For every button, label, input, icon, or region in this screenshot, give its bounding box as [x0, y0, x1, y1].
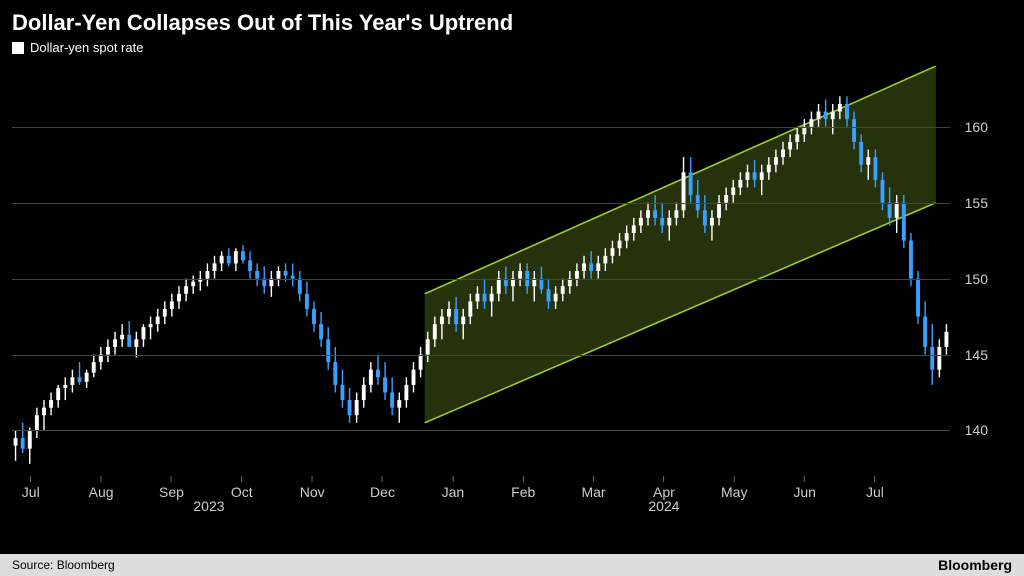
chart-title: Dollar-Yen Collapses Out of This Year's …: [0, 0, 1024, 40]
legend: Dollar-yen spot rate: [0, 40, 1024, 61]
legend-label: Dollar-yen spot rate: [30, 40, 143, 55]
y-tick-label: 140: [965, 422, 988, 438]
x-year-label: 2024: [648, 498, 679, 514]
brand-label: Bloomberg: [938, 557, 1012, 573]
x-year-label: 2023: [193, 498, 224, 514]
source-label: Source: Bloomberg: [12, 558, 115, 572]
y-tick-label: 155: [965, 195, 988, 211]
x-tick-label: Oct: [231, 476, 253, 500]
x-tick-label: Jul: [22, 476, 40, 500]
y-tick-label: 145: [965, 347, 988, 363]
gridline: [12, 430, 950, 431]
footer-bar: Source: Bloomberg Bloomberg: [0, 554, 1024, 576]
x-tick-label: Mar: [581, 476, 605, 500]
gridline: [12, 203, 950, 204]
x-tick-label: May: [721, 476, 747, 500]
x-tick-label: Jun: [793, 476, 816, 500]
x-tick-label: Feb: [511, 476, 535, 500]
x-tick-label: Apr: [653, 476, 675, 500]
x-tick-label: Sep: [159, 476, 184, 500]
x-axis: Jul Aug Sep Oct Nov Dec Jan Feb Mar Apr May Jun Jul 2…: [12, 476, 950, 518]
trend-channel: [425, 66, 936, 423]
y-tick-label: 150: [965, 271, 988, 287]
gridline: [12, 127, 950, 128]
x-tick-label: Dec: [370, 476, 395, 500]
plot-region: 140145150155160: [12, 66, 950, 476]
x-tick-label: Jul: [866, 476, 884, 500]
legend-swatch: [12, 42, 24, 54]
x-tick-label: Jan: [442, 476, 465, 500]
x-tick-label: Aug: [89, 476, 114, 500]
gridline: [12, 279, 950, 280]
chart-area: 140145150155160 Yen per US dollar JulAug…: [12, 66, 1012, 518]
x-tick-label: Nov: [300, 476, 325, 500]
y-tick-label: 160: [965, 119, 988, 135]
gridline: [12, 355, 950, 356]
